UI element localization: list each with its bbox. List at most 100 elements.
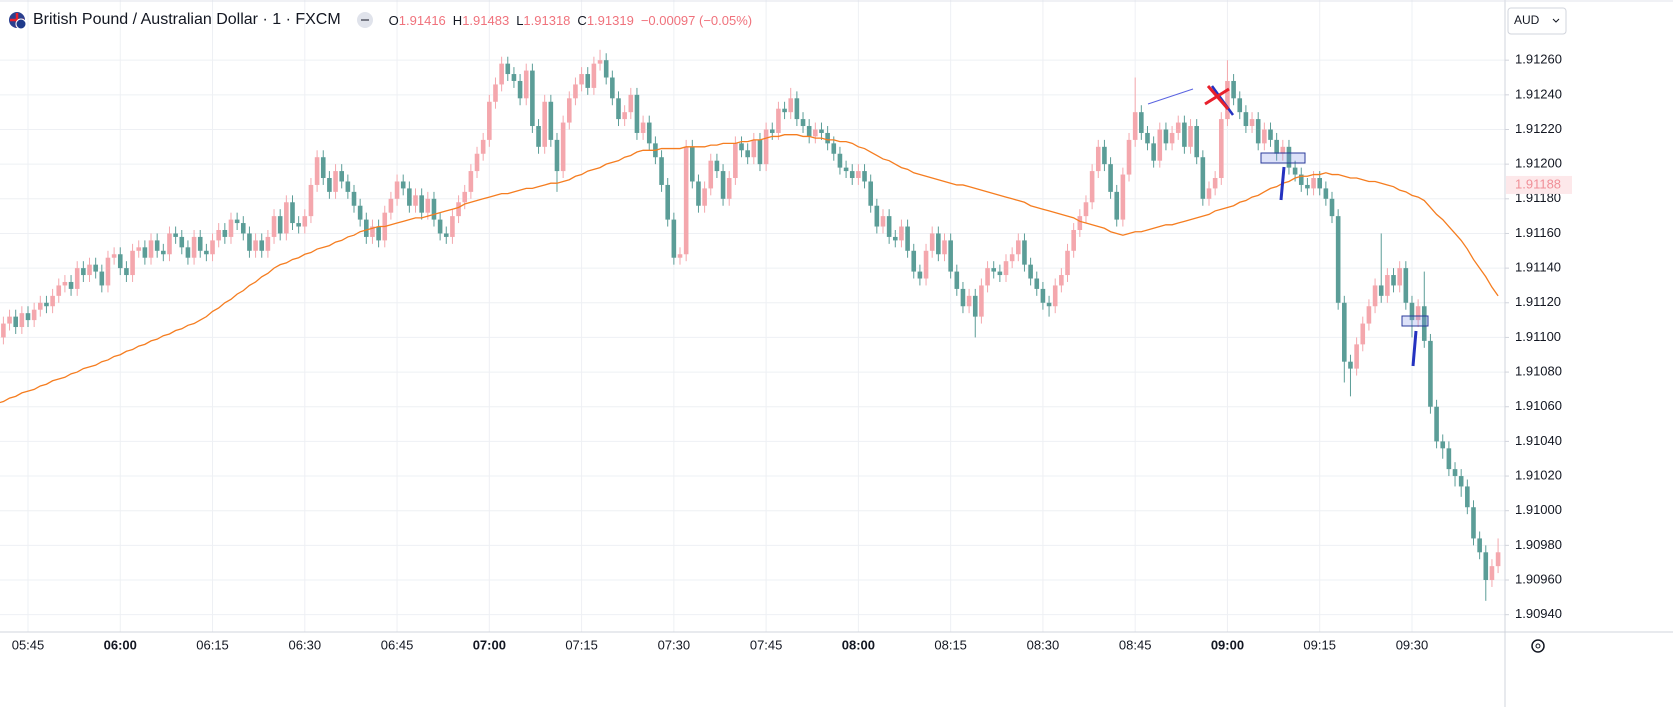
candle-body [985, 268, 990, 286]
candle-body [1212, 178, 1218, 189]
currency-box[interactable] [1507, 7, 1567, 35]
candle-body [548, 101, 554, 140]
x-tick-label: 09:30 [1396, 637, 1429, 652]
candle-body [167, 233, 172, 255]
candle-body [345, 181, 351, 192]
candle-body [419, 195, 424, 213]
candle-body [277, 216, 283, 234]
candle-body [185, 247, 191, 258]
candle-body [222, 229, 228, 237]
candle-body [886, 216, 892, 237]
candle-body [1286, 146, 1292, 168]
candle-body [197, 236, 203, 251]
flag-icon [9, 12, 26, 29]
candle-body [148, 240, 154, 258]
brush-stroke [1204, 87, 1230, 106]
candle-body [726, 178, 732, 199]
candle-body [210, 240, 215, 255]
candle-body [142, 247, 148, 258]
candle-body [480, 139, 486, 154]
candle-body [327, 178, 332, 192]
candle-body [1132, 112, 1138, 140]
candle-body [81, 268, 86, 276]
candle-body [376, 226, 381, 241]
candle-body [603, 60, 609, 78]
candle-body [1348, 361, 1353, 369]
candle-body [1495, 552, 1501, 567]
x-tick-label: 09:00 [1211, 637, 1244, 652]
candle-body [1059, 275, 1064, 286]
x-tick-label: 05:45 [12, 637, 45, 652]
candle-body [351, 191, 357, 206]
x-tick-label: 08:00 [842, 637, 875, 652]
candle-body [634, 94, 640, 133]
candle-body [542, 101, 547, 147]
candle-body [917, 271, 923, 279]
candle-body [1052, 285, 1058, 307]
candle-body [1409, 302, 1415, 321]
candle-body [690, 146, 695, 182]
candle-body [1243, 112, 1249, 127]
x-tick-label: 07:45 [750, 637, 783, 652]
candle-body [972, 295, 978, 317]
candle-body [1120, 174, 1126, 220]
candle-body [1175, 122, 1181, 133]
drawings [1147, 85, 1429, 367]
candle-body [50, 295, 55, 307]
candle-body [216, 229, 221, 241]
candle-body [997, 271, 1003, 276]
candle-body [290, 202, 295, 224]
candle-body [960, 288, 966, 307]
y-tick-label: 1.90980 [1515, 537, 1562, 552]
y-tick-label: 1.91040 [1515, 433, 1562, 448]
candle-body [733, 143, 738, 179]
candle-body [1366, 306, 1372, 324]
ohlc-label: O [388, 12, 399, 28]
candle-body [161, 250, 166, 255]
candle-body [868, 181, 873, 206]
y-tick-label: 1.91140 [1515, 260, 1561, 275]
settings-icon-center[interactable] [1535, 643, 1541, 649]
settings-icon[interactable] [1531, 639, 1545, 653]
candle-body [782, 108, 787, 113]
candle-body [1452, 469, 1458, 477]
candle-body [370, 226, 375, 237]
x-tick-label: 07:30 [658, 637, 691, 652]
candle-body [905, 226, 910, 251]
candle-body [1360, 323, 1366, 345]
y-tick-label: 1.91200 [1515, 156, 1562, 171]
candle-body [1403, 268, 1409, 303]
y-tick-label: 1.91060 [1515, 398, 1562, 413]
currency-label[interactable]: AUD [1514, 13, 1540, 27]
candle-body [1139, 112, 1144, 133]
candle-body [813, 129, 818, 137]
dropdown-arrow[interactable] [1552, 18, 1560, 23]
candle-body [806, 126, 812, 137]
toggle-icon[interactable] [351, 10, 399, 30]
candle-body [757, 139, 763, 165]
candle-body [1108, 164, 1113, 192]
moving-average [0, 134, 1499, 404]
candle-body [1231, 80, 1236, 99]
candle-body [1003, 261, 1009, 276]
y-tick-label: 1.90940 [1515, 606, 1562, 621]
candle-body [1280, 146, 1286, 154]
candle-body [831, 143, 837, 154]
candle-body [136, 247, 142, 251]
ohlc-value: 1.91318 [523, 12, 571, 28]
candle-body [776, 108, 781, 133]
candle-body [1249, 119, 1255, 127]
y-tick-label: 1.91100 [1515, 329, 1561, 344]
candle-body [456, 202, 461, 217]
candle-body [646, 122, 652, 144]
candle-body [751, 139, 757, 158]
ohlc-value: 1.91416 [398, 12, 446, 28]
candle-body [1440, 441, 1446, 449]
settings-button[interactable] [1531, 639, 1545, 653]
currency-button[interactable]: AUD [1507, 7, 1567, 35]
candle-body [443, 233, 449, 237]
candle-body [1089, 171, 1095, 203]
candle-body [843, 167, 849, 172]
